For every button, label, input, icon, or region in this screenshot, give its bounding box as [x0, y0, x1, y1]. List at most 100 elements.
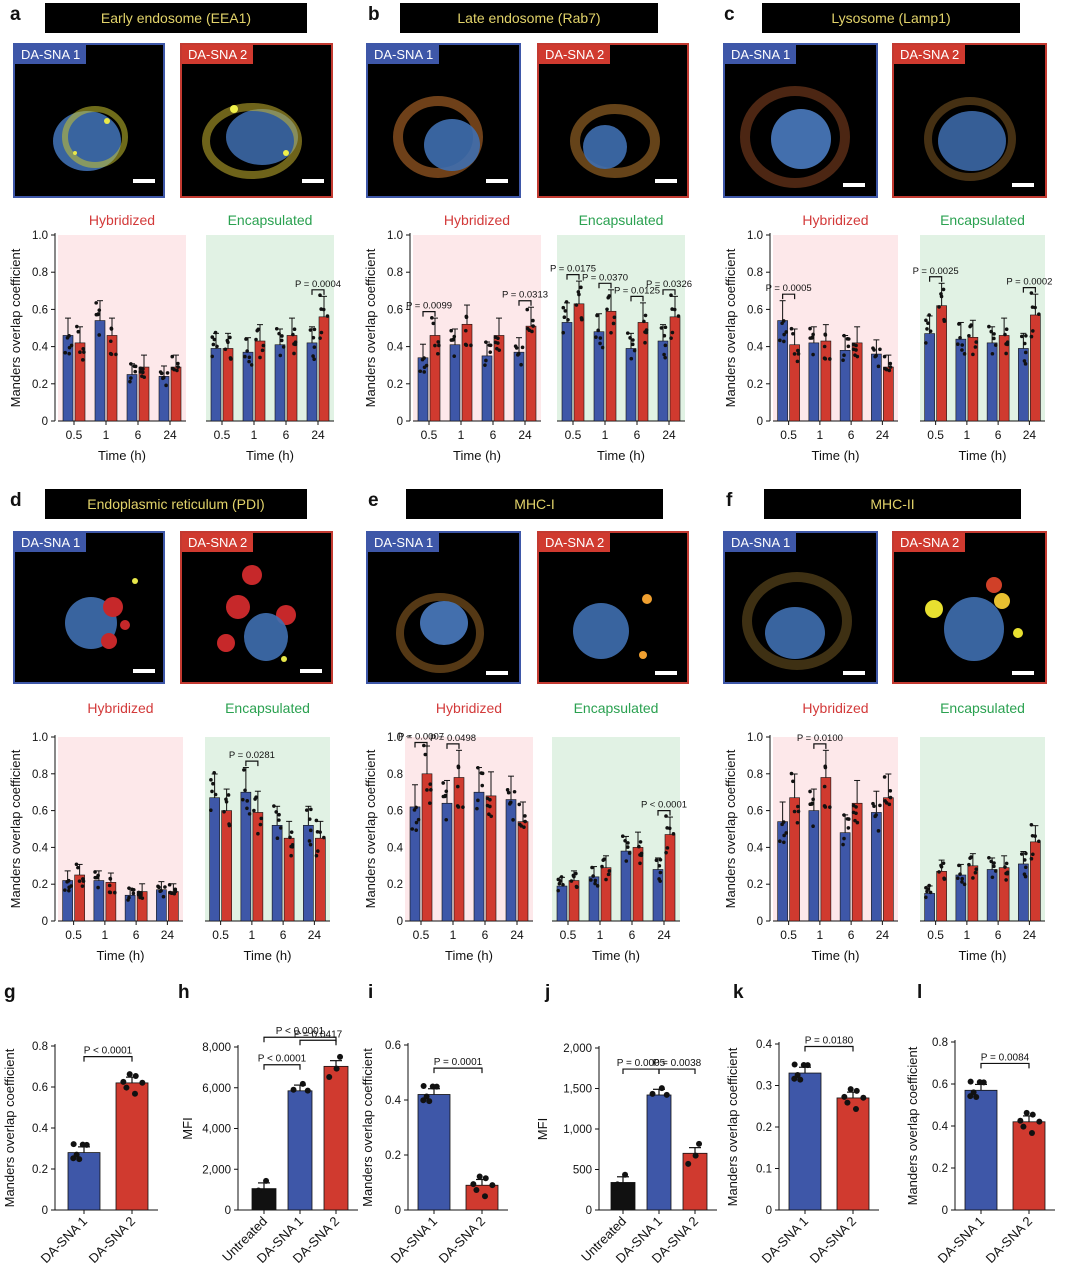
data-point — [245, 806, 249, 811]
y-tick-label: 2,000 — [202, 1164, 231, 1176]
data-point — [519, 362, 523, 367]
data-point — [243, 354, 247, 359]
x-axis-label: Time (h) — [812, 948, 860, 963]
data-point — [658, 858, 663, 862]
data-point — [470, 1181, 477, 1188]
significance-bracket — [518, 300, 532, 306]
data-point — [488, 343, 493, 348]
data-point — [525, 326, 530, 331]
data-point — [557, 881, 562, 886]
micrograph-tag: DA-SNA 2 — [182, 533, 254, 552]
bar — [924, 333, 935, 422]
data-point — [316, 849, 320, 853]
cell-image — [573, 594, 677, 675]
data-point — [927, 883, 931, 888]
data-point — [333, 1065, 340, 1072]
y-tick-label: 0.6 — [932, 1079, 948, 1091]
x-tick-label: 6 — [629, 928, 636, 942]
data-point — [226, 793, 231, 797]
data-point — [304, 1087, 311, 1094]
bar — [620, 850, 632, 922]
data-point — [275, 836, 280, 840]
data-point — [277, 331, 281, 336]
data-point — [942, 317, 946, 322]
data-point — [228, 356, 233, 360]
data-point — [452, 334, 457, 339]
y-tick-label: 0.8 — [747, 267, 763, 279]
data-point — [579, 285, 583, 290]
data-point — [969, 855, 973, 859]
data-point — [279, 338, 284, 343]
data-point — [811, 797, 815, 802]
data-point — [1019, 334, 1024, 339]
data-point — [247, 359, 251, 364]
data-point — [289, 853, 293, 858]
data-point — [420, 1082, 427, 1089]
data-point — [939, 864, 944, 869]
data-point — [811, 352, 815, 357]
significance-label: P = 0.0005 — [617, 1058, 666, 1069]
bar — [93, 880, 105, 922]
bar — [505, 799, 517, 922]
bar — [286, 335, 298, 422]
data-point — [108, 339, 113, 344]
data-point — [93, 870, 97, 874]
bar — [637, 322, 649, 422]
data-point — [989, 859, 994, 864]
data-point — [469, 343, 473, 348]
data-point — [577, 292, 581, 297]
data-point — [591, 874, 595, 878]
data-point — [428, 801, 432, 805]
data-point — [1031, 852, 1035, 857]
bar — [170, 366, 182, 422]
data-point — [414, 820, 419, 825]
data-point — [564, 300, 569, 304]
data-point — [126, 898, 130, 902]
significance-bracket — [782, 293, 796, 300]
data-point — [969, 323, 973, 327]
significance-label: P = 0.0025 — [913, 266, 959, 277]
data-point — [274, 810, 279, 814]
chart-d: Manders overlap coefficient 0 0.2 0.4 0.6 0.8… — [8, 700, 330, 963]
x-tick-label: 0.5 — [66, 428, 83, 442]
bar — [625, 348, 637, 422]
data-point — [659, 326, 664, 330]
data-point — [925, 327, 929, 331]
y-tick-label: 0 — [395, 1205, 401, 1217]
data-point — [595, 884, 600, 888]
data-point — [605, 307, 609, 312]
y-tick-label: 0 — [397, 416, 403, 428]
cell-image — [924, 97, 1034, 187]
data-point — [449, 338, 454, 342]
data-point — [782, 833, 786, 838]
data-point — [1022, 359, 1027, 363]
data-point — [928, 329, 933, 333]
significance-bracket — [433, 1067, 483, 1074]
x-tick-label: 6 — [490, 428, 497, 442]
bar — [106, 335, 118, 422]
y-tick-label: 0.2 — [32, 1164, 48, 1176]
data-point — [461, 805, 465, 809]
data-point — [274, 326, 279, 331]
data-point — [622, 1171, 629, 1178]
data-point — [108, 876, 113, 881]
significance-label: P < 0.0001 — [276, 1026, 325, 1037]
data-point — [429, 1083, 436, 1090]
data-point — [796, 348, 800, 353]
bar — [839, 832, 851, 922]
data-point — [299, 1080, 306, 1087]
data-point — [109, 352, 114, 357]
data-point — [598, 336, 603, 340]
x-axis-label: Time (h) — [98, 448, 146, 463]
data-point — [209, 778, 213, 782]
data-point — [213, 330, 218, 335]
data-point — [873, 814, 877, 819]
data-point — [485, 796, 490, 801]
data-point — [612, 315, 617, 320]
data-point — [595, 313, 599, 318]
bar — [323, 1065, 349, 1211]
group-label: Encapsulated — [228, 212, 313, 228]
data-point — [495, 346, 499, 351]
significance-bracket — [414, 741, 428, 748]
data-point — [796, 352, 801, 356]
